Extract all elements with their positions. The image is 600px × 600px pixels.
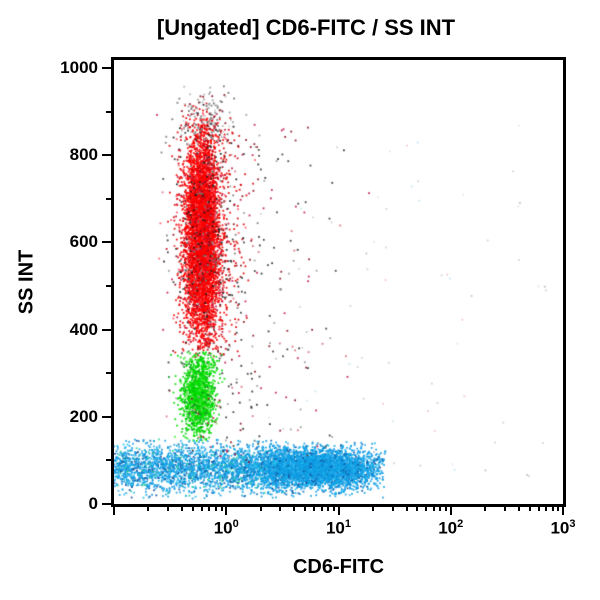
x-minor-tick [391, 507, 394, 511]
x-minor-tick [191, 507, 194, 511]
y-tick [102, 154, 111, 157]
x-tick [225, 507, 228, 515]
y-minor-tick [106, 197, 111, 200]
y-tick [102, 241, 111, 244]
x-tick-label: 101 [325, 518, 352, 538]
x-tick-label: 102 [438, 518, 464, 538]
y-minor-tick [106, 285, 111, 287]
x-minor-tick [484, 507, 487, 511]
y-tick-label: 1000 [60, 58, 98, 77]
x-minor-tick [332, 507, 335, 511]
y-minor-tick [106, 110, 111, 113]
x-minor-tick [313, 507, 316, 511]
x-tick [337, 507, 340, 515]
y-tick-label: 800 [69, 145, 98, 165]
x-minor-tick [220, 507, 223, 511]
x-minor-tick [557, 507, 560, 511]
x-minor-tick [432, 507, 435, 511]
y-tick-label: 0 [88, 494, 98, 513]
x-minor-tick [551, 507, 554, 511]
x-minor-tick [200, 507, 203, 511]
y-axis-label: SS INT [15, 249, 38, 315]
x-minor-tick [147, 507, 150, 511]
y-tick [102, 503, 111, 505]
x-minor-tick [293, 507, 296, 511]
x-minor-tick [181, 507, 184, 511]
scatter-canvas [114, 60, 563, 504]
x-minor-tick [208, 507, 211, 511]
x-minor-tick [439, 507, 442, 511]
x-tick-label: 100 [213, 518, 239, 538]
x-minor-tick [425, 507, 428, 511]
x-minor-tick [517, 507, 520, 511]
x-minor-tick [416, 507, 419, 511]
x-minor-tick [537, 507, 540, 511]
x-minor-tick [545, 507, 548, 511]
x-minor-tick [279, 507, 282, 511]
x-minor-tick [503, 507, 506, 511]
x-axis-label: CD6-FITC [292, 556, 385, 578]
y-tick [102, 328, 111, 331]
x-minor-tick [528, 507, 531, 511]
plot-area [111, 57, 566, 507]
x-minor-tick [445, 507, 448, 511]
x-tick [449, 507, 452, 515]
x-minor-tick [405, 507, 408, 511]
x-minor-tick [259, 507, 262, 511]
x-tick-label: 103 [550, 518, 576, 538]
y-tick [102, 415, 111, 418]
x-minor-tick [371, 507, 374, 511]
x-minor-tick [167, 507, 170, 511]
y-minor-tick [106, 459, 111, 462]
x-minor-tick [304, 507, 307, 511]
y-tick-label: 400 [69, 319, 98, 339]
x-minor-tick [214, 507, 217, 511]
chart-title: [Ungated] CD6-FITC / SS INT [156, 15, 456, 40]
x-tick [113, 507, 115, 515]
x-tick [562, 507, 564, 515]
x-minor-tick [327, 507, 330, 511]
y-tick-label: 200 [69, 406, 98, 426]
y-minor-tick [106, 372, 111, 375]
y-tick-label: 600 [69, 232, 98, 252]
x-minor-tick [320, 507, 323, 511]
y-tick [102, 67, 111, 69]
